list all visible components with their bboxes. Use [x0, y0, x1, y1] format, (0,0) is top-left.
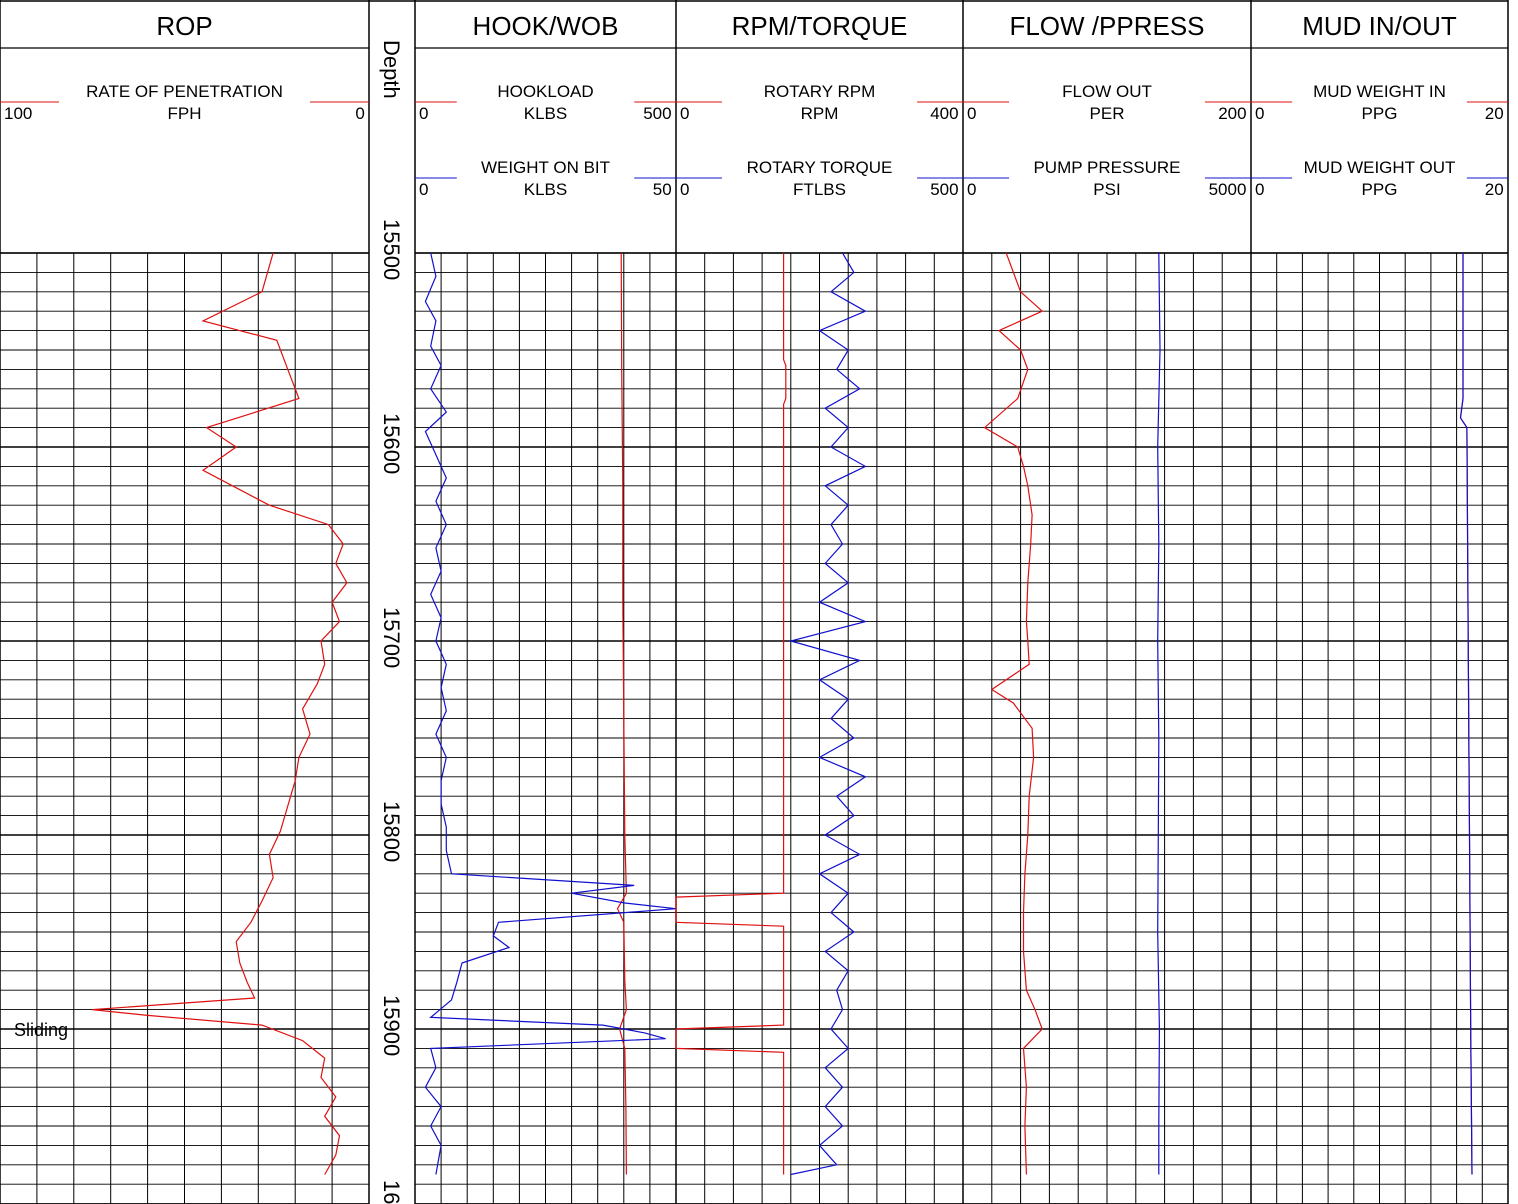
track-title: HOOK/WOB [472, 11, 619, 41]
curve-rotary-torque [788, 252, 868, 1176]
scale-left: 0 [680, 104, 690, 123]
scale-right: 400 [930, 104, 959, 123]
curve-unit: PPG [1361, 180, 1398, 199]
curve-unit: PPG [1361, 104, 1398, 123]
depth-label: 16 [379, 1180, 404, 1204]
curve-weight-on-bit [424, 252, 677, 1175]
curve-name: FLOW OUT [1062, 82, 1152, 101]
scale-left: 0 [1255, 180, 1265, 199]
curve-unit: KLBS [523, 180, 568, 199]
depth-label: 15700 [379, 607, 404, 669]
sliding-annotation: Sliding [14, 1020, 69, 1040]
scale-left: 100 [4, 104, 33, 123]
scale-right: 20 [1484, 180, 1504, 199]
scale-left: 0 [419, 180, 429, 199]
curve-rotary-rpm [675, 253, 787, 1175]
scale-right: 500 [643, 104, 672, 123]
scale-left: 0 [967, 104, 977, 123]
curve-name: WEIGHT ON BIT [480, 158, 611, 177]
depth-label: 15900 [379, 995, 404, 1057]
curve-unit: FTLBS [793, 180, 846, 199]
curve-name: PUMP PRESSURE [1033, 158, 1181, 177]
curve-name: MUD WEIGHT IN [1313, 82, 1446, 101]
curve-unit: PER [1089, 104, 1125, 123]
depth-label: 15800 [379, 801, 404, 863]
scale-right: 200 [1218, 104, 1247, 123]
curve-name: ROTARY RPM [763, 82, 876, 101]
scale-left: 0 [680, 180, 690, 199]
curve-unit: PSI [1093, 180, 1121, 199]
curve-mud-weight-out [1459, 253, 1473, 1175]
track-title: RPM/TORQUE [731, 11, 908, 41]
scale-right: 20 [1484, 104, 1504, 123]
depth-label: 15500 [379, 219, 404, 281]
scale-right: 5000 [1208, 180, 1247, 199]
scale-left: 0 [1255, 104, 1265, 123]
curve-name: RATE OF PENETRATION [86, 82, 283, 101]
track-title: FLOW /PPRESS [1009, 11, 1205, 41]
scale-left: 0 [419, 104, 429, 123]
scale-left: 0 [967, 180, 977, 199]
scale-right: 50 [652, 180, 672, 199]
curve-unit: KLBS [523, 104, 568, 123]
scale-right: 0 [355, 104, 365, 123]
curve-pump-pressure [1157, 252, 1161, 1175]
curve-flow-out [983, 252, 1044, 1175]
curve-hookload [616, 252, 628, 1175]
track-title: ROP [156, 11, 213, 41]
curve-name: MUD WEIGHT OUT [1303, 158, 1456, 177]
track-title: MUD IN/OUT [1302, 11, 1457, 41]
curve-name: ROTARY TORQUE [746, 158, 893, 177]
depth-label: 15600 [379, 413, 404, 475]
curve-unit: RPM [800, 104, 839, 123]
scale-right: 500 [930, 180, 959, 199]
curve-unit: FPH [167, 104, 202, 123]
depth-track-title: Depth [379, 40, 404, 99]
curve-name: HOOKLOAD [497, 82, 594, 101]
curve-rate-of-penetration [92, 252, 348, 1175]
